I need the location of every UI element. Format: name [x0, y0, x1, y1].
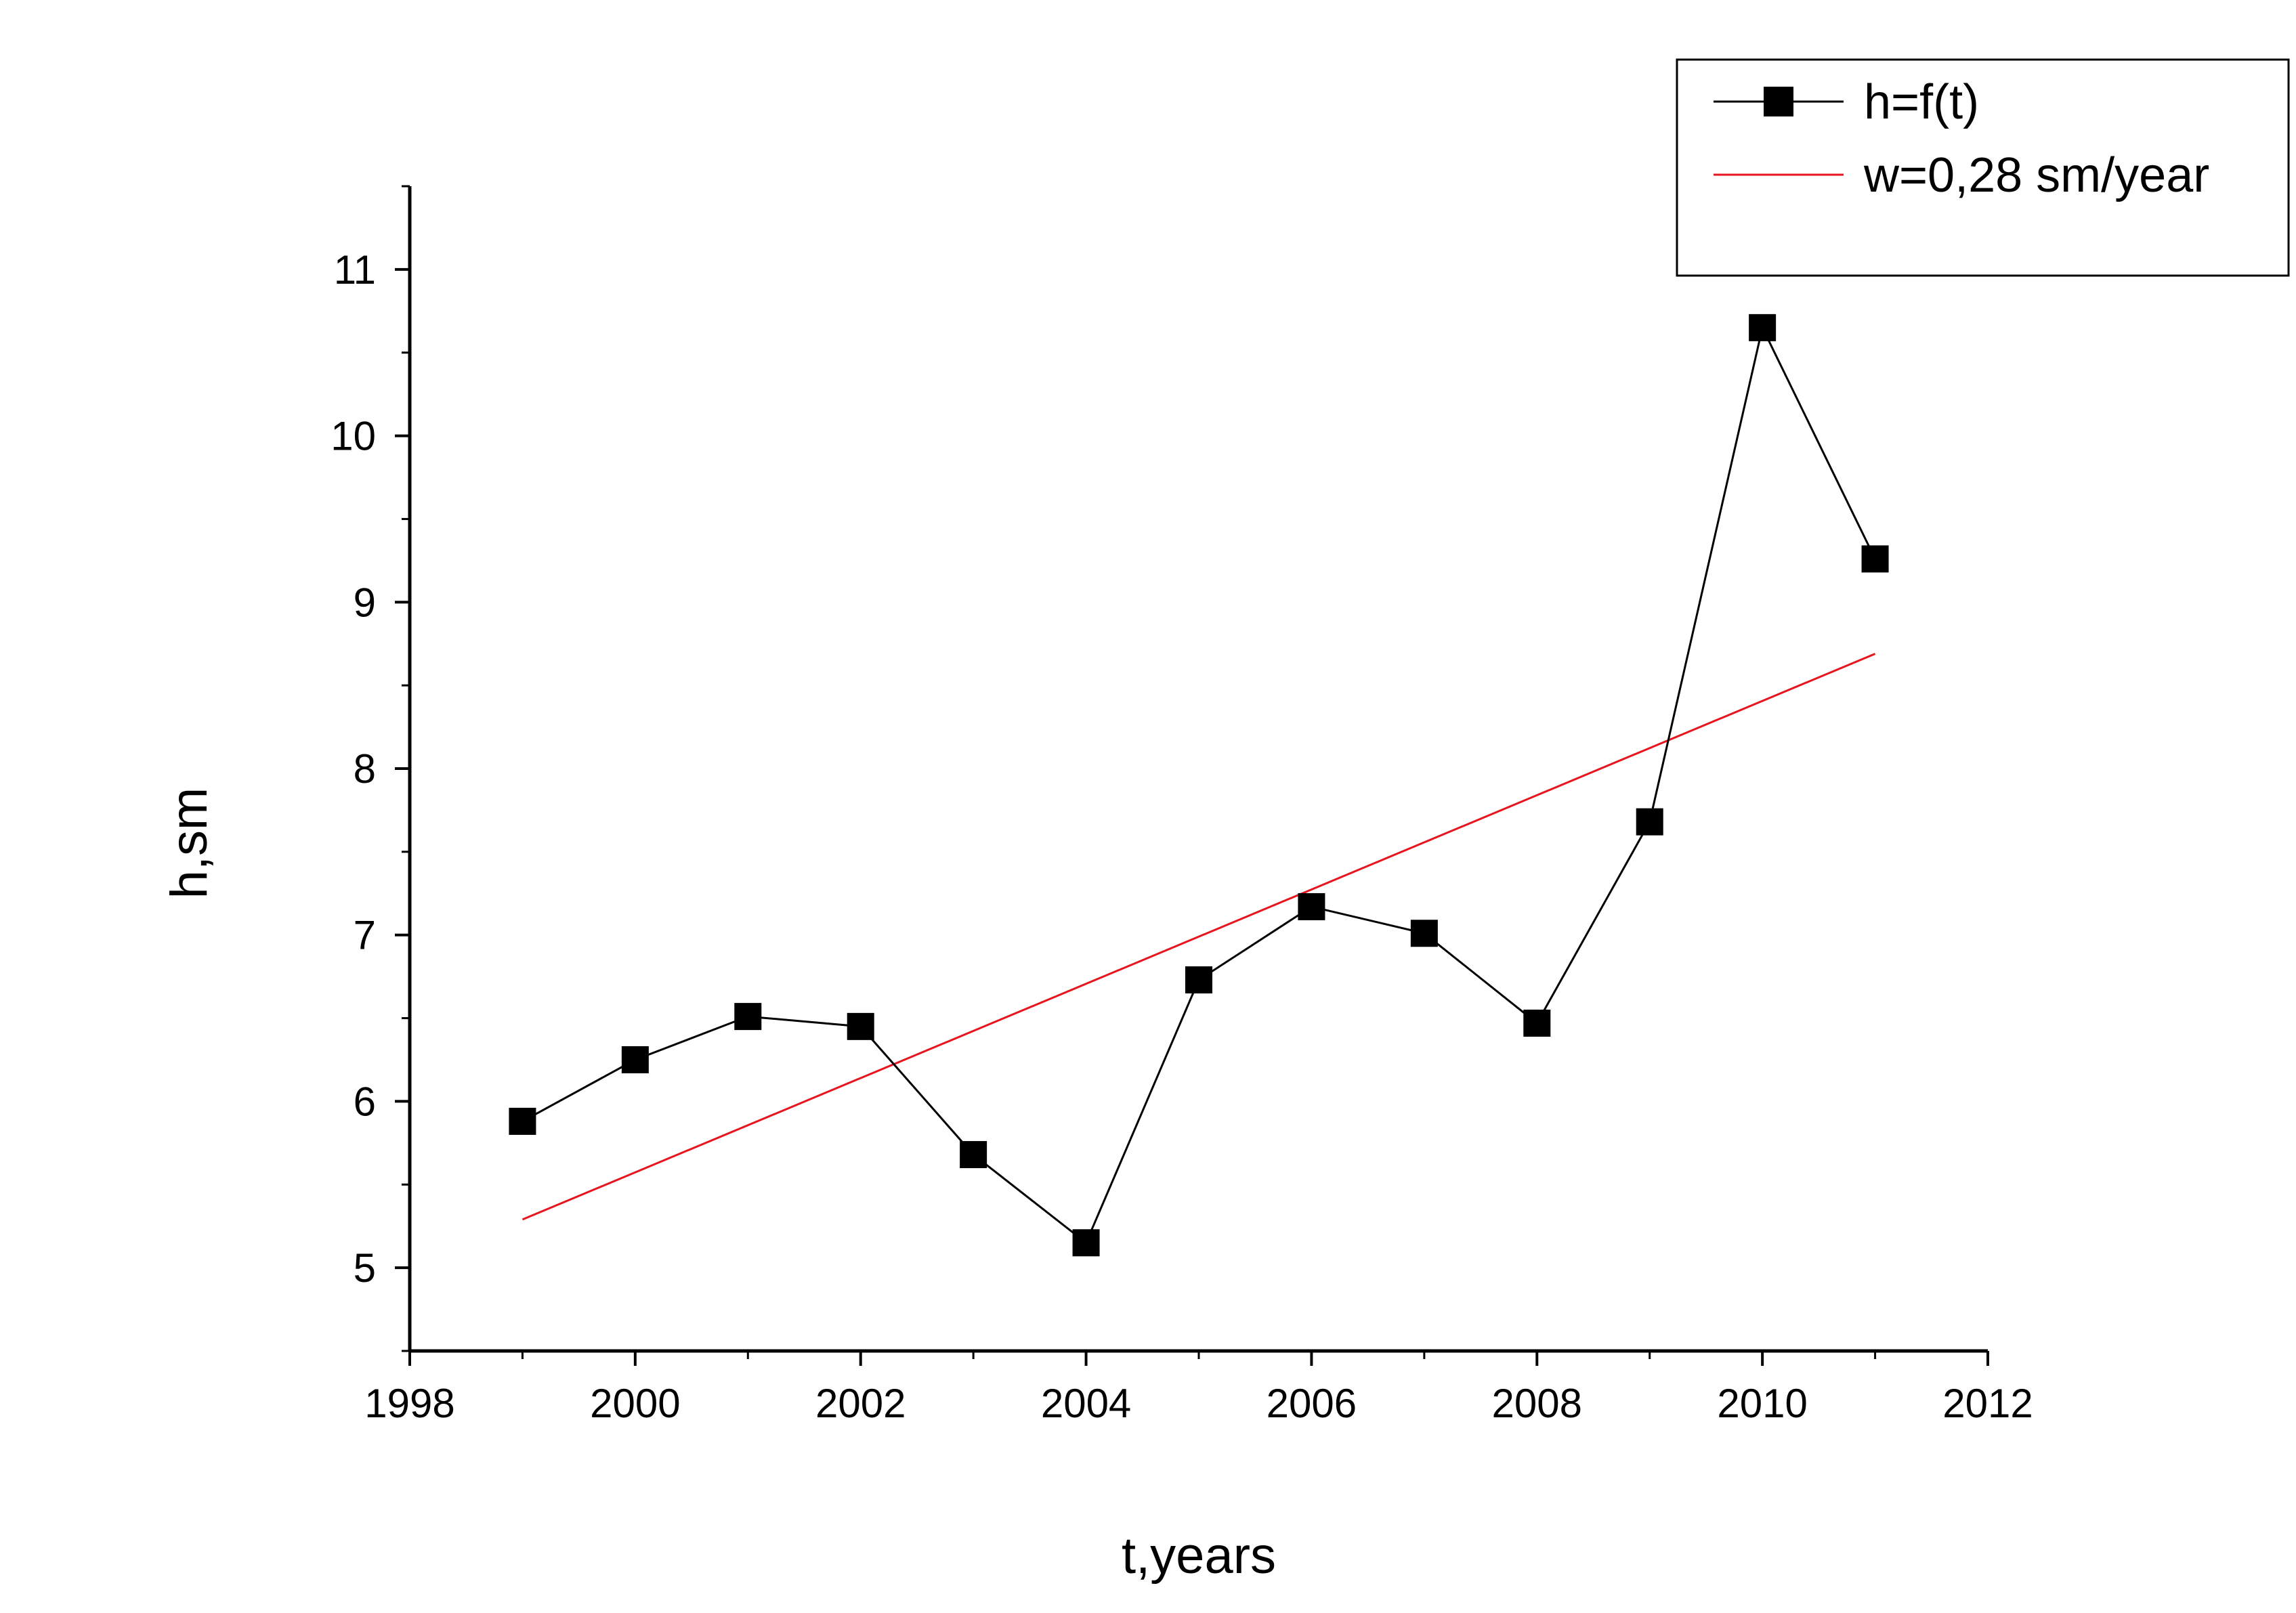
legend-label-w-series: w=0,28 sm/year [1863, 148, 2209, 202]
data-point-h [1072, 1229, 1100, 1257]
x-tick-label: 2002 [815, 1381, 906, 1426]
x-axis-title: t,years [1122, 1527, 1276, 1585]
data-point-h [960, 1141, 987, 1169]
series-line-w [522, 653, 1876, 1221]
series-line-h [522, 324, 1876, 1245]
x-tick-label: 2000 [590, 1381, 680, 1426]
y-tick-label: 5 [354, 1245, 376, 1291]
legend-label-h-series: h=f(t) [1864, 75, 1979, 129]
legend: h=f(t) w=0,28 sm/year [1676, 58, 2290, 277]
legend-marker-h-series [1764, 87, 1793, 116]
y-tick-label: 11 [334, 247, 376, 293]
axes [408, 186, 1988, 1353]
y-tick-label: 10 [331, 414, 376, 459]
x-tick-label: 2008 [1492, 1381, 1582, 1426]
x-tick-label: 2006 [1267, 1381, 1357, 1426]
y-tick-label: 9 [354, 580, 376, 625]
data-point-h [847, 1012, 874, 1040]
plot-area [509, 314, 1889, 1257]
x-tick-label: 2010 [1717, 1381, 1807, 1426]
data-point-h [1636, 808, 1663, 836]
x-tick-label: 2004 [1041, 1381, 1131, 1426]
data-point-h [1749, 314, 1777, 341]
y-tick-label: 7 [354, 913, 376, 958]
data-point-h [1185, 966, 1212, 994]
data-point-h [1523, 1009, 1551, 1037]
y-axis-title: h,sm [161, 788, 218, 899]
data-point-h [734, 1003, 762, 1031]
y-tick-label: 6 [354, 1079, 376, 1124]
data-point-h [1298, 892, 1325, 920]
data-point-h [621, 1046, 649, 1073]
data-point-h [1410, 920, 1438, 947]
y-ticks: 5 6 7 8 9 10 11 [331, 185, 410, 1352]
y-tick-label: 8 [354, 746, 376, 792]
x-tick-label: 2012 [1942, 1381, 2033, 1426]
x-tick-label: 1998 [364, 1381, 454, 1426]
data-point-h [1861, 545, 1889, 573]
data-point-h [509, 1107, 536, 1135]
x-ticks: 1998 2000 2002 2004 2006 2008 2010 2012 [364, 1351, 2033, 1426]
